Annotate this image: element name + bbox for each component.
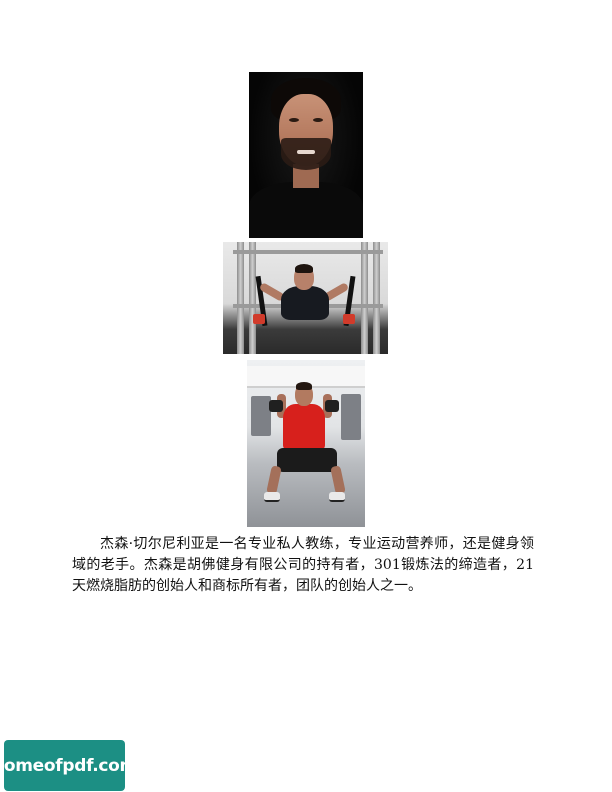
squat-shoe-left [264, 492, 280, 502]
rack-post [237, 242, 244, 354]
squat-red-shirt [283, 404, 325, 450]
portrait-eye-right [313, 118, 323, 122]
site-watermark-text: homeofpdf.com [0, 755, 137, 776]
trx-torso [281, 286, 329, 320]
squat-leg-right [330, 465, 346, 495]
squat-leg-left [266, 465, 282, 495]
rack-post [249, 242, 256, 354]
trx-head [294, 264, 314, 290]
dumbbell-squat-photo [247, 360, 365, 527]
portrait-beard [281, 138, 331, 170]
site-watermark-logo[interactable]: homeofpdf.com [0, 740, 137, 791]
trx-handle-left [253, 314, 265, 324]
rack-post [361, 242, 368, 354]
portrait-photo [249, 72, 363, 238]
portrait-eye-left [289, 118, 299, 122]
portrait-mouth [297, 150, 315, 154]
squat-shoe-right [329, 492, 345, 502]
dumbbell-right [325, 400, 339, 412]
gym-machine [251, 396, 271, 436]
bio-paragraph: 杰森·切尔尼利亚是一名专业私人教练，专业运动营养师，还是健身领域的老手。杰森是胡… [72, 536, 534, 594]
rack-post [373, 242, 380, 354]
squat-head [295, 382, 313, 406]
trx-handle-right [343, 314, 355, 324]
squat-shorts [277, 448, 337, 472]
rack-bar [233, 250, 383, 254]
gym-machine [341, 394, 361, 440]
trx-pushup-photo [223, 242, 388, 354]
portrait-shirt [249, 182, 363, 238]
dumbbell-left [269, 400, 283, 412]
